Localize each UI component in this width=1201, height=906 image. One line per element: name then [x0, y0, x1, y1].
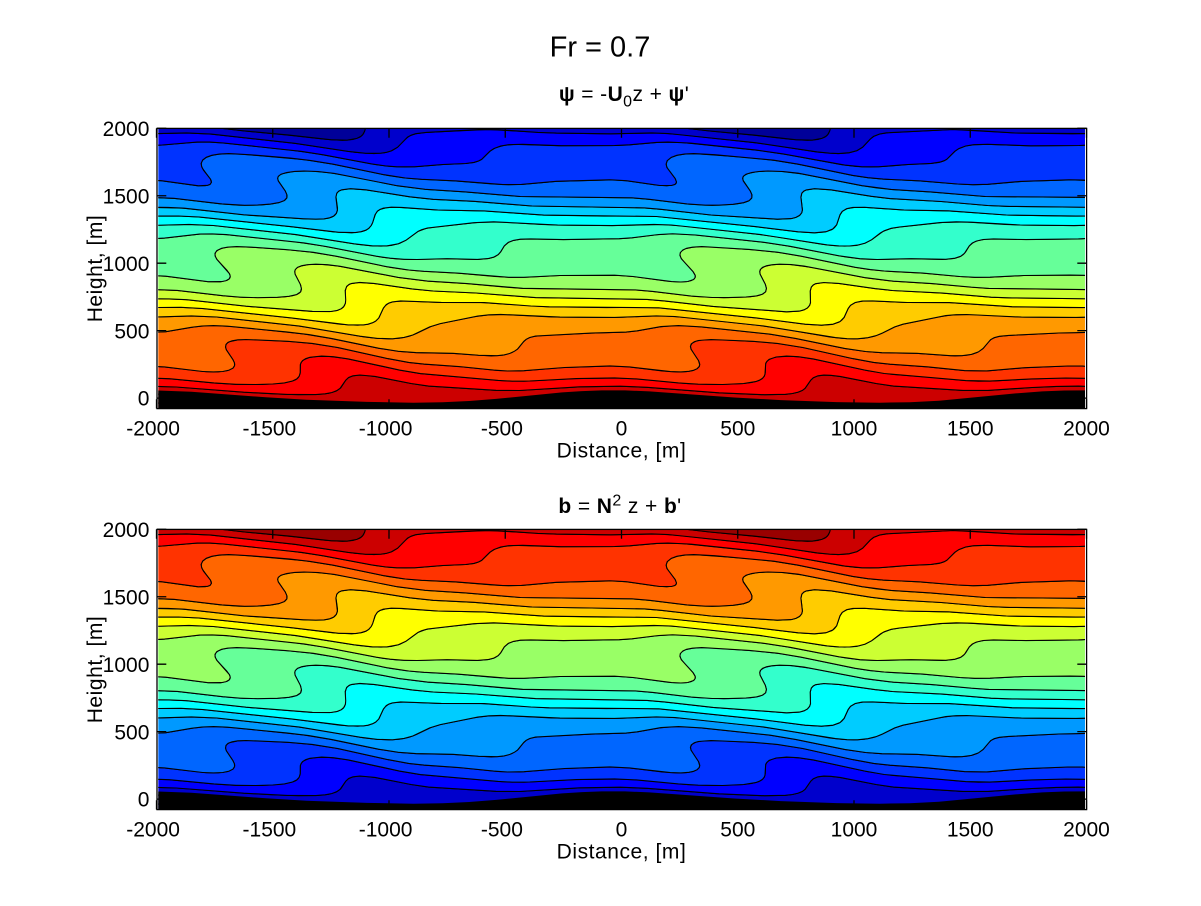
svg-text:500: 500	[114, 721, 149, 744]
svg-text:1000: 1000	[831, 819, 878, 842]
svg-text:-1500: -1500	[243, 418, 297, 441]
svg-text:2000: 2000	[103, 519, 150, 542]
svg-text:500: 500	[720, 418, 755, 441]
svg-text:0: 0	[616, 418, 628, 441]
svg-text:1000: 1000	[831, 418, 878, 441]
svg-text:-2000: -2000	[126, 819, 180, 842]
svg-text:-1000: -1000	[359, 819, 413, 842]
svg-text:Fr = 0.7: Fr = 0.7	[550, 31, 651, 63]
svg-text:ψ = -U0z + ψ': ψ = -U0z + ψ'	[559, 83, 689, 111]
svg-text:-500: -500	[481, 418, 523, 441]
svg-text:Distance, [m]: Distance, [m]	[557, 841, 687, 864]
svg-text:1000: 1000	[103, 654, 150, 677]
svg-text:500: 500	[720, 819, 755, 842]
svg-text:-1000: -1000	[359, 418, 413, 441]
svg-text:500: 500	[114, 320, 149, 343]
svg-text:1000: 1000	[103, 253, 150, 276]
svg-text:Height, [m]: Height, [m]	[84, 215, 107, 323]
svg-text:1500: 1500	[103, 586, 150, 609]
svg-text:0: 0	[138, 789, 150, 812]
svg-text:Height, [m]: Height, [m]	[84, 616, 107, 724]
svg-text:2000: 2000	[1063, 819, 1110, 842]
svg-text:1500: 1500	[947, 819, 994, 842]
svg-text:1500: 1500	[947, 418, 994, 441]
svg-text:-500: -500	[481, 819, 523, 842]
svg-text:Distance, [m]: Distance, [m]	[557, 440, 687, 463]
svg-text:1500: 1500	[103, 185, 150, 208]
svg-text:-2000: -2000	[126, 418, 180, 441]
svg-text:0: 0	[616, 819, 628, 842]
svg-text:2000: 2000	[1063, 418, 1110, 441]
svg-text:2000: 2000	[103, 118, 150, 141]
svg-text:-1500: -1500	[243, 819, 297, 842]
svg-text:0: 0	[138, 388, 150, 411]
